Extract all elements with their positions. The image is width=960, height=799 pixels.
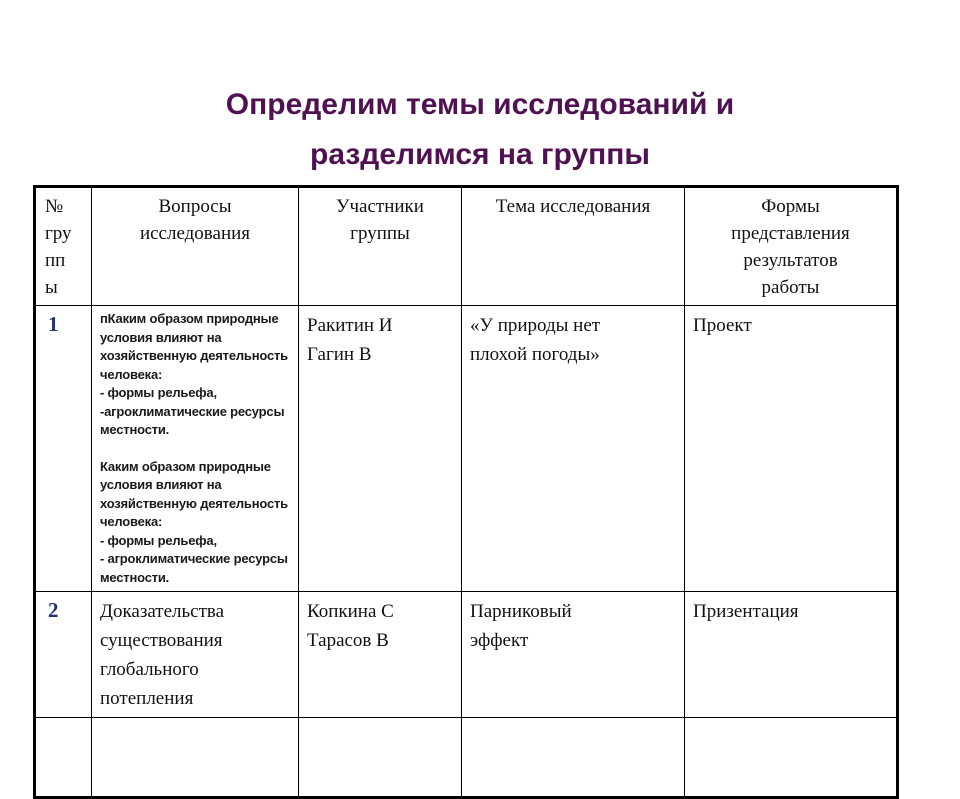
research-groups-table: № гру пп ы Вопросы исследования Участник… [33,185,899,799]
slide-title: Определим темы исследований и разделимся… [225,88,735,171]
cell-row2-group-number: 2 [34,591,92,718]
cell-row3-participants [298,717,462,798]
header-research-questions: Вопросы исследования [91,186,299,306]
cell-row2-topic: Парниковый эффект [461,591,685,718]
header-research-topic: Тема исследования [461,186,685,306]
cell-row1-questions: пКаким образом природные условия влияют … [91,305,299,592]
table-row-3-empty [34,717,898,798]
cell-row2-questions: Доказательства существования глобального… [91,591,299,718]
cell-row1-form: Проект [684,305,898,592]
cell-row1-participants: Ракитин И Гагин В [298,305,462,592]
row1-questions-paragraph-2: Каким образом природные условия влияют н… [100,458,288,585]
cell-row1-topic: «У природы нет плохой погоды» [461,305,685,592]
row1-questions-paragraph-1: пКаким образом природные условия влияют … [100,311,288,437]
header-group-participants: Участники группы [298,186,462,306]
cell-row3-topic [461,717,685,798]
header-group-number: № гру пп ы [34,186,92,306]
table-header-row: № гру пп ы Вопросы исследования Участник… [34,186,898,306]
table-row-1: 1 пКаким образом природные условия влияю… [34,305,898,592]
cell-row1-group-number: 1 [34,305,92,592]
cell-row3-form [684,717,898,798]
cell-row3-questions [91,717,299,798]
cell-row2-participants: Копкина С Тарасов В [298,591,462,718]
table-row-2: 2 Доказательства существования глобально… [34,591,898,718]
header-result-forms: Формы представления результатов работы [684,186,898,306]
cell-row3-group-number [34,717,92,798]
cell-row2-form: Призентация [684,591,898,718]
